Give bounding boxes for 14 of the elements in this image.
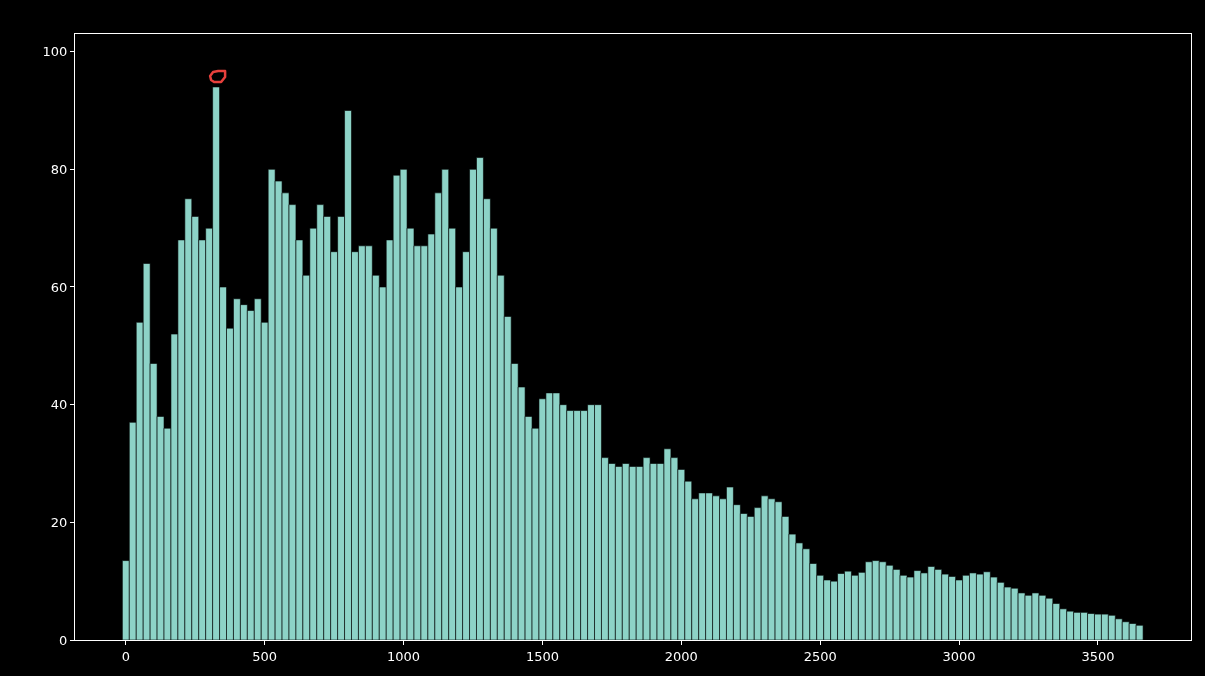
y-tick-label: 60 xyxy=(50,279,68,295)
y-tick-label: 0 xyxy=(59,632,68,648)
x-tick-label: 1500 xyxy=(525,648,559,664)
x-tick-label: 2500 xyxy=(803,648,837,664)
y-tick-label: 80 xyxy=(50,161,68,177)
x-tick-label: 1000 xyxy=(387,648,421,664)
x-tick-label: 2000 xyxy=(664,648,698,664)
y-tick-label: 20 xyxy=(50,514,68,530)
y-tick-label: 100 xyxy=(42,44,68,60)
x-tick-label: 3500 xyxy=(1081,648,1115,664)
y-tick-label: 40 xyxy=(50,397,68,413)
x-tick-label: 500 xyxy=(252,648,278,664)
x-tick-label: 0 xyxy=(121,648,130,664)
x-tick-label: 3000 xyxy=(942,648,976,664)
